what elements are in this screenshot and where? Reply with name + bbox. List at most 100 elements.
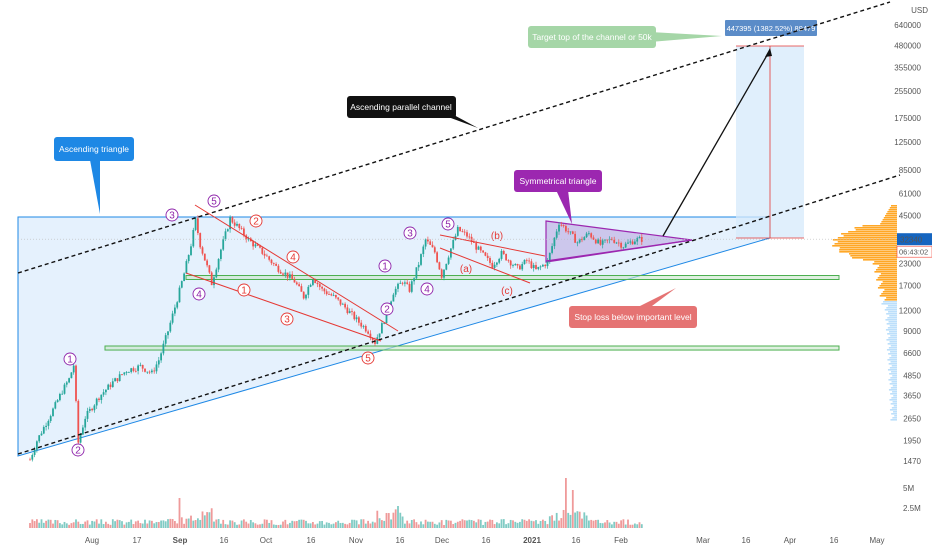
candle-body[interactable]	[374, 340, 376, 344]
candle-body[interactable]	[100, 394, 103, 400]
candle-body[interactable]	[194, 218, 197, 230]
candle-body[interactable]	[146, 371, 149, 373]
candle-body[interactable]	[325, 291, 328, 295]
candle-body[interactable]	[293, 278, 296, 283]
candle-body[interactable]	[613, 239, 616, 243]
candle-body[interactable]	[222, 239, 225, 250]
candle-body[interactable]	[130, 368, 133, 373]
candle-body[interactable]	[220, 249, 222, 259]
candle-body[interactable]	[256, 244, 259, 246]
candle-body[interactable]	[42, 426, 45, 434]
candle-body[interactable]	[208, 265, 211, 273]
candle-body[interactable]	[180, 281, 183, 288]
candle-body[interactable]	[491, 262, 494, 268]
candle-body[interactable]	[401, 282, 404, 284]
candle-body[interactable]	[226, 229, 229, 232]
candle-body[interactable]	[408, 283, 411, 292]
candle-body[interactable]	[560, 224, 563, 226]
candle-body[interactable]	[302, 291, 305, 299]
candle-body[interactable]	[530, 261, 533, 269]
candle-body[interactable]	[627, 242, 629, 244]
candle-body[interactable]	[70, 372, 73, 379]
candle-body[interactable]	[519, 265, 521, 270]
candle-body[interactable]	[217, 258, 220, 270]
candle-body[interactable]	[111, 381, 114, 387]
candle-body[interactable]	[33, 449, 36, 455]
candle-body[interactable]	[79, 434, 82, 443]
candle-body[interactable]	[599, 239, 602, 245]
candle-body[interactable]	[507, 260, 510, 262]
candle-body[interactable]	[323, 288, 326, 292]
candle-body[interactable]	[169, 322, 172, 332]
candle-body[interactable]	[36, 441, 38, 450]
candle-body[interactable]	[321, 286, 323, 289]
candle-body[interactable]	[197, 218, 199, 234]
candle-body[interactable]	[532, 265, 535, 269]
candle-body[interactable]	[424, 239, 427, 247]
candle-body[interactable]	[624, 243, 627, 248]
candle-body[interactable]	[546, 260, 549, 267]
candle-body[interactable]	[233, 222, 236, 226]
candle-body[interactable]	[539, 266, 542, 268]
candle-body[interactable]	[328, 294, 330, 295]
candle-body[interactable]	[514, 263, 517, 266]
candle-body[interactable]	[551, 246, 553, 253]
candle-body[interactable]	[525, 259, 528, 261]
candle-body[interactable]	[187, 255, 190, 262]
candle-body[interactable]	[438, 262, 441, 270]
candle-body[interactable]	[307, 286, 310, 295]
candle-body[interactable]	[203, 253, 206, 261]
candle-body[interactable]	[91, 408, 93, 411]
candle-body[interactable]	[381, 323, 383, 334]
candle-body[interactable]	[638, 237, 641, 239]
candle-body[interactable]	[95, 398, 98, 406]
candle-body[interactable]	[316, 282, 319, 285]
candle-body[interactable]	[240, 228, 243, 229]
candle-body[interactable]	[604, 239, 606, 241]
candle-body[interactable]	[537, 266, 540, 270]
candle-body[interactable]	[330, 294, 333, 296]
candle-body[interactable]	[569, 231, 572, 233]
candle-body[interactable]	[261, 247, 264, 254]
candle-body[interactable]	[486, 255, 489, 258]
candle-body[interactable]	[201, 247, 204, 254]
candle-body[interactable]	[82, 427, 84, 435]
candle-body[interactable]	[344, 303, 346, 308]
candle-body[interactable]	[553, 237, 556, 247]
candle-body[interactable]	[482, 250, 484, 253]
candle-body[interactable]	[475, 242, 478, 250]
candle-body[interactable]	[498, 258, 501, 263]
candle-body[interactable]	[134, 370, 137, 372]
candle-body[interactable]	[59, 393, 61, 401]
candle-body[interactable]	[640, 237, 643, 242]
candle-body[interactable]	[77, 400, 80, 443]
candle-body[interactable]	[461, 231, 464, 232]
candle-body[interactable]	[38, 435, 41, 442]
candle-body[interactable]	[107, 384, 110, 390]
candle-body[interactable]	[47, 420, 50, 426]
candle-body[interactable]	[456, 226, 459, 236]
candle-body[interactable]	[590, 233, 593, 238]
candle-body[interactable]	[164, 335, 167, 344]
candle-body[interactable]	[500, 250, 503, 259]
candle-body[interactable]	[137, 365, 139, 371]
candle-body[interactable]	[118, 374, 121, 382]
candle-body[interactable]	[151, 370, 153, 373]
candle-body[interactable]	[263, 253, 266, 256]
candle-body[interactable]	[72, 365, 75, 373]
candle-body[interactable]	[286, 272, 289, 278]
candle-body[interactable]	[199, 233, 202, 248]
candle-body[interactable]	[528, 260, 530, 262]
candle-body[interactable]	[63, 384, 66, 394]
candle-body[interactable]	[427, 239, 429, 242]
candle-body[interactable]	[61, 393, 64, 395]
candle-body[interactable]	[102, 392, 105, 395]
candle-body[interactable]	[634, 241, 636, 245]
candle-body[interactable]	[98, 398, 100, 400]
candle-body[interactable]	[622, 247, 625, 249]
candle-body[interactable]	[160, 353, 162, 361]
candle-body[interactable]	[413, 278, 415, 282]
candle-body[interactable]	[174, 307, 176, 314]
candle-body[interactable]	[367, 331, 369, 334]
